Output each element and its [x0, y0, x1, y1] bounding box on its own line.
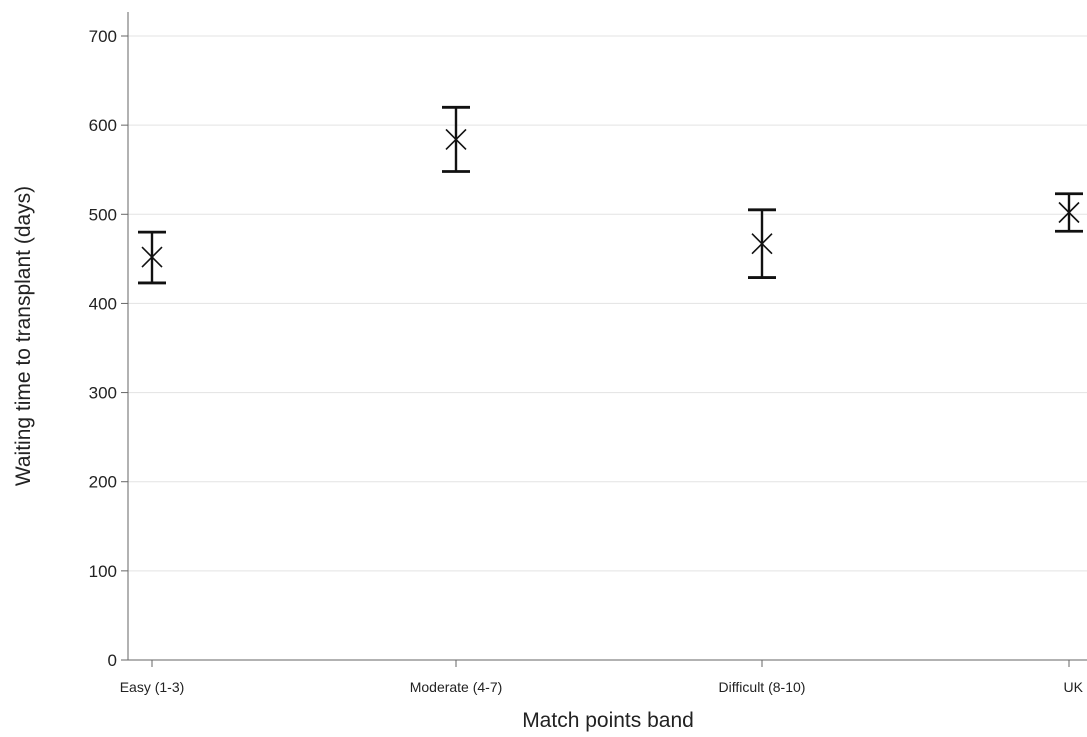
data-marks: [138, 105, 1083, 285]
y-tick-label-600: 600: [89, 116, 117, 135]
estimate-marker-3: [1058, 201, 1080, 224]
y-tick-label-200: 200: [89, 473, 117, 492]
axes: [121, 12, 1087, 667]
y-axis-title: Waiting time to transplant (days): [12, 186, 35, 486]
y-tick-label-0: 0: [108, 651, 117, 670]
x-tick-label-3: UK: [1064, 679, 1084, 695]
y-tick-label-500: 500: [89, 205, 117, 224]
y-tick-label-700: 700: [89, 27, 117, 46]
estimate-marker-0: [141, 246, 163, 268]
y-tick-labels: 0 100 200 300 400 500 600 700: [89, 27, 117, 670]
x-axis-title: Match points band: [522, 709, 694, 732]
x-tick-label-0: Easy (1-3): [120, 679, 185, 695]
data-point-3: [1055, 192, 1083, 233]
gridlines: [128, 35, 1087, 572]
data-point-0: [138, 230, 166, 285]
estimate-marker-1: [445, 128, 467, 150]
y-tick-label-300: 300: [89, 384, 117, 403]
y-tick-label-100: 100: [89, 562, 117, 581]
x-tick-label-1: Moderate (4-7): [410, 679, 503, 695]
data-point-2: [748, 208, 776, 279]
estimate-marker-2: [751, 233, 773, 255]
y-tick-label-400: 400: [89, 294, 117, 313]
x-tick-label-2: Difficult (8-10): [719, 679, 806, 695]
data-point-1: [442, 105, 470, 173]
x-tick-labels: Easy (1-3) Moderate (4-7) Difficult (8-10)…: [120, 679, 1084, 695]
